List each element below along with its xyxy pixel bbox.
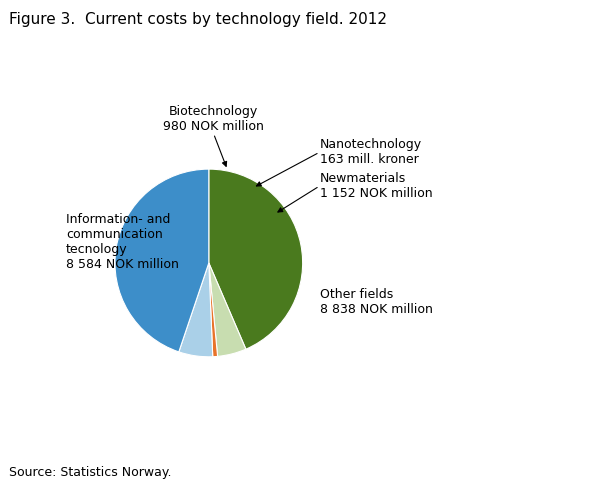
Wedge shape: [209, 263, 246, 356]
Text: Biotechnology
980 NOK million: Biotechnology 980 NOK million: [163, 105, 264, 133]
Wedge shape: [115, 169, 209, 352]
Wedge shape: [209, 263, 218, 357]
Text: Other fields
8 838 NOK million: Other fields 8 838 NOK million: [320, 288, 432, 316]
Text: Newmaterials
1 152 NOK million: Newmaterials 1 152 NOK million: [320, 172, 432, 200]
Text: Nanotechnology
163 mill. kroner: Nanotechnology 163 mill. kroner: [320, 138, 422, 166]
Text: Information- and
communication
tecnology
8 584 NOK million: Information- and communication tecnology…: [66, 213, 179, 271]
Text: Figure 3.  Current costs by technology field. 2012: Figure 3. Current costs by technology fi…: [9, 12, 387, 27]
Text: Source: Statistics Norway.: Source: Statistics Norway.: [9, 466, 171, 479]
Wedge shape: [179, 263, 213, 357]
Wedge shape: [209, 169, 303, 349]
